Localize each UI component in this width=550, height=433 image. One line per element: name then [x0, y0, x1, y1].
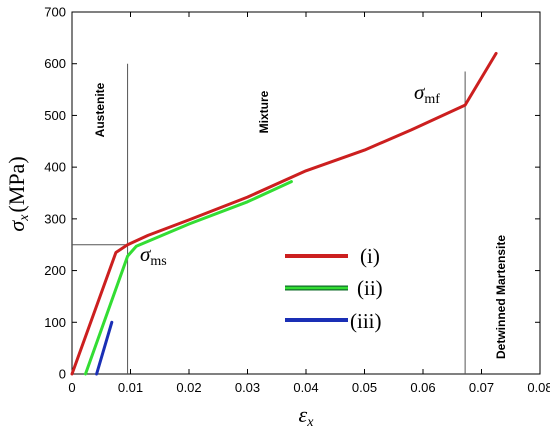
legend: (i) (ii) (iii): [285, 244, 383, 333]
series-layer: [70, 51, 498, 376]
x-axis-label: εx: [299, 402, 315, 430]
region-label-mixture: Mixture: [257, 90, 271, 133]
sigma-mf-subscript: mf: [424, 92, 440, 107]
x-axis-subscript: x: [306, 415, 314, 430]
y-tick-label: 100: [44, 315, 66, 330]
y-tick-label: 700: [44, 5, 66, 20]
x-tick-label: 0.06: [410, 380, 435, 395]
x-tick-label: 0.08: [527, 380, 550, 395]
ticks-layer: 0 0.01 0.02 0.03 0.04 0.05 0.06 0.07 0.08 0 100 200…: [44, 5, 550, 396]
sigma-ms-subscript: ms: [150, 254, 166, 269]
region-label-austenite: Austenite: [93, 82, 107, 137]
x-tick-label: 0.02: [176, 380, 201, 395]
region-label-detwinned-martensite: Detwinned Martensite: [494, 235, 508, 359]
y-tick-label: 500: [44, 108, 66, 123]
x-tick-label: 0: [68, 380, 75, 395]
y-tick-label: 300: [44, 211, 66, 226]
y-axis-label: σx (MPa): [4, 156, 32, 231]
series-iii-line: [95, 320, 114, 376]
guides-layer: [72, 63, 466, 374]
series-i-line: [70, 51, 498, 376]
sigma-ms-symbol: σ: [140, 242, 152, 266]
x-tick-label: 0.04: [293, 380, 318, 395]
x-axis-symbol: ε: [299, 402, 308, 427]
x-tick-label: 0.07: [469, 380, 494, 395]
y-tick-label: 400: [44, 160, 66, 175]
x-tick-label: 0.03: [235, 380, 260, 395]
legend-label-i: (i): [360, 244, 380, 268]
series-ii-line: [84, 180, 293, 376]
sigma-mf-symbol: σ: [414, 80, 426, 104]
x-tick-label: 0.05: [352, 380, 377, 395]
legend-label-ii: (ii): [357, 276, 383, 300]
y-axis-unit: (MPa): [4, 156, 29, 212]
sigma-mf-annotation: σmf: [414, 80, 440, 107]
y-tick-label: 0: [59, 367, 66, 382]
y-axis-symbol: σ: [4, 220, 29, 232]
x-tick-label: 0.01: [118, 380, 143, 395]
y-tick-label: 200: [44, 263, 66, 278]
legend-label-iii: (iii): [350, 309, 382, 333]
y-axis-subscript: x: [17, 214, 32, 222]
sigma-ms-annotation: σms: [140, 242, 167, 269]
y-tick-label: 600: [44, 56, 66, 71]
